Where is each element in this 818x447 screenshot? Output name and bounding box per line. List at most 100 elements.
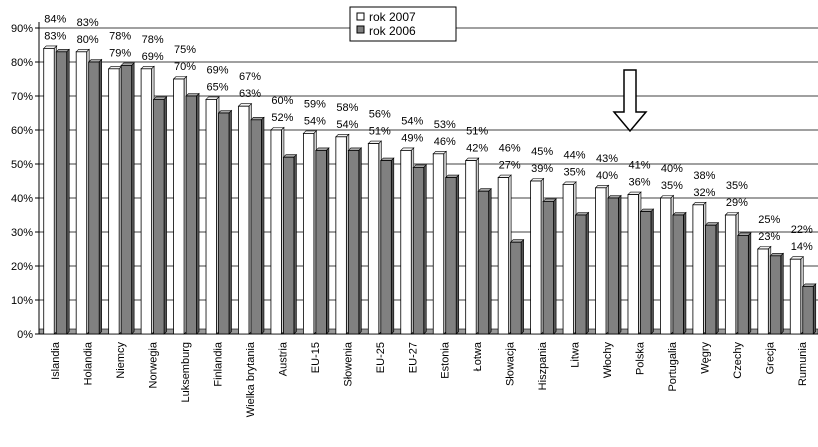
bar-2006 (542, 200, 555, 335)
category-label: Estonia (440, 341, 452, 379)
data-label-2007: 58% (336, 102, 358, 114)
y-tick-label: 50% (11, 159, 33, 171)
data-label-2006: 42% (466, 143, 488, 155)
bar-2007 (43, 48, 55, 335)
data-label-2006: 65% (207, 81, 229, 93)
bar-2006 (477, 190, 490, 335)
data-label-2007: 59% (304, 98, 326, 110)
data-label-2006: 32% (693, 187, 715, 199)
y-tick-label: 90% (11, 23, 33, 35)
bar-2007 (400, 149, 412, 335)
legend-label-2007: rok 2007 (369, 10, 416, 24)
data-label-2007: 75% (174, 44, 196, 56)
bar-2006 (88, 61, 100, 335)
data-label-2007: 43% (596, 153, 618, 165)
legend-box (349, 6, 457, 42)
bar-2007 (789, 258, 802, 335)
category-label: Rumunia (797, 341, 809, 386)
bar-2007 (367, 143, 380, 335)
y-tick-label: 10% (11, 295, 33, 307)
data-label-2007: 35% (726, 180, 748, 192)
data-label-2006: 39% (531, 163, 553, 175)
bar-2007 (335, 136, 347, 335)
data-label-2007: 84% (44, 13, 66, 25)
y-tick-label: 0% (17, 329, 33, 341)
bar-2006 (607, 197, 619, 335)
bar-2006 (218, 112, 230, 335)
data-label-2006: 63% (239, 88, 261, 100)
category-label: Wielka brytania (245, 341, 257, 417)
bar-2006 (55, 51, 68, 335)
data-label-2006: 70% (174, 61, 196, 73)
data-label-2007: 67% (239, 71, 261, 83)
bar-2006 (640, 211, 652, 335)
data-label-2006: 54% (336, 119, 358, 131)
data-label-2006: 27% (499, 160, 521, 172)
bar-2007 (692, 204, 704, 335)
data-label-2007: 78% (109, 30, 131, 42)
bar-2007 (205, 99, 217, 335)
bar-2007 (140, 68, 153, 335)
bar-2007 (432, 153, 445, 335)
data-label-2007: 22% (791, 224, 813, 236)
bar-2006 (769, 255, 782, 335)
bar-2007 (627, 194, 639, 335)
bar-2006 (185, 95, 197, 335)
category-label: Luksemburg (180, 342, 192, 403)
y-tick-label: 70% (11, 91, 33, 103)
bar-2006 (153, 99, 165, 335)
data-label-2006: 83% (44, 30, 66, 42)
data-label-2007: 56% (369, 109, 391, 121)
bar-2006 (380, 160, 392, 335)
y-axis-ticks: 0% 10% 20% 30% 40% 50% 60% 70% 80% 90% (11, 22, 40, 341)
data-label-2006: 69% (142, 51, 164, 63)
category-label: Niemcy (115, 342, 127, 379)
data-label-2007: 78% (142, 34, 164, 46)
category-label: Portugalia (667, 341, 679, 391)
y-tick-label: 20% (11, 261, 33, 273)
data-label-2006: 80% (77, 34, 99, 46)
y-tick-label: 80% (11, 57, 33, 69)
data-label-2006: 23% (758, 231, 780, 243)
bar-2006 (802, 285, 814, 335)
bar-2006 (283, 156, 295, 335)
bar-2007 (108, 68, 120, 335)
data-label-2006: 14% (791, 241, 813, 253)
data-label-2006: 35% (564, 166, 586, 178)
bar-2006 (575, 214, 587, 335)
data-label-2006: 79% (109, 47, 131, 59)
data-label-2006: 40% (596, 170, 618, 182)
data-labels: 84% 83% 83% 80% 78% 79% 78% 69% 75% 70% 69% 65% 67% 6… (44, 13, 813, 253)
category-label: Holandia (83, 341, 95, 385)
y-tick-label: 40% (11, 193, 33, 205)
bar-2006 (672, 214, 684, 335)
data-label-2007: 69% (207, 64, 229, 76)
data-label-2006: 46% (434, 136, 456, 148)
legend-swatch-2006 (356, 25, 365, 34)
category-label: Słowacja (505, 341, 517, 386)
legend-label-2006: rok 2006 (369, 24, 416, 38)
data-label-2006: 52% (271, 112, 293, 124)
bar-2007 (270, 129, 282, 335)
data-label-2007: 51% (466, 126, 488, 138)
data-label-2006: 49% (401, 132, 423, 144)
category-label: EU-25 (375, 342, 387, 373)
highlight-arrow-icon (612, 69, 648, 133)
data-label-2006: 36% (628, 177, 650, 189)
category-label: Słowenia (342, 341, 354, 387)
data-label-2007: 45% (531, 146, 553, 158)
y-tick-label: 30% (11, 227, 33, 239)
bar-2007 (660, 197, 672, 335)
data-label-2006: 29% (726, 197, 748, 209)
bar-2007 (465, 160, 477, 335)
category-label: Austria (277, 341, 289, 376)
category-label: Węgry (699, 342, 711, 374)
category-label: Grecja (764, 341, 776, 374)
bar-2006 (704, 224, 717, 335)
bar-2007 (595, 187, 607, 335)
category-label: EU-15 (310, 342, 322, 373)
bar-2007 (530, 180, 542, 335)
bar-2006 (120, 65, 133, 335)
